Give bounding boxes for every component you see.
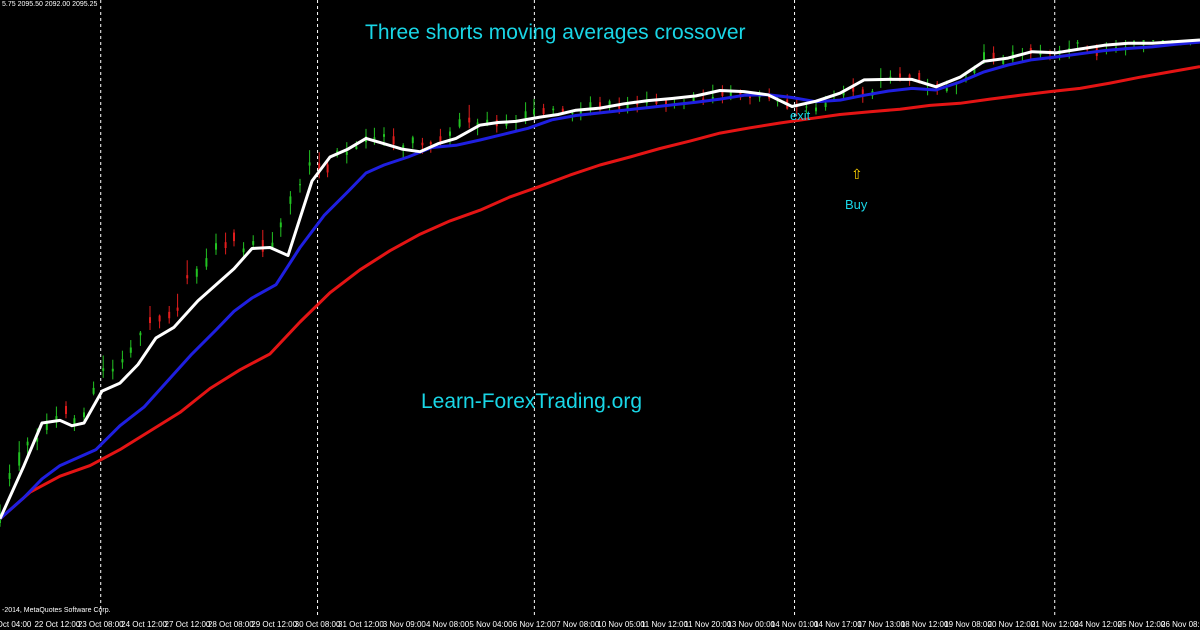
time-label: 26 Nov 08:00: [1161, 620, 1200, 629]
candle: [45, 413, 48, 435]
candle: [308, 150, 311, 175]
time-label: 14 Nov 01:00: [770, 620, 819, 629]
candle: [1011, 45, 1014, 63]
candle: [8, 464, 11, 487]
candle: [992, 46, 995, 65]
watermark: Learn-ForexTrading.org: [421, 390, 642, 413]
moving-averages: [0, 38, 1200, 520]
candle: [279, 218, 282, 237]
candle: [299, 178, 301, 193]
candle: [533, 99, 535, 117]
candle: [252, 235, 255, 250]
time-label: 4 Nov 08:00: [426, 620, 470, 629]
time-label: 28 Oct 08:00: [207, 620, 254, 629]
candle: [102, 355, 105, 378]
candle: [121, 350, 124, 369]
up-arrow-icon: ⇧: [851, 166, 863, 182]
candle: [579, 102, 582, 121]
candle: [111, 359, 114, 380]
candle: [224, 232, 227, 255]
time-label: 24 Nov 12:00: [1074, 620, 1122, 629]
time-label: 24 Oct 12:00: [121, 620, 167, 629]
candle: [1076, 40, 1079, 48]
series-line-ma-slow: [0, 65, 1200, 520]
time-label: 14 Nov 17:00: [814, 620, 862, 629]
candle: [92, 381, 95, 396]
candle: [149, 306, 151, 330]
candle: [26, 437, 29, 455]
time-label: 10 Nov 05:00: [597, 620, 645, 629]
time-label: 6 Nov 12:00: [512, 620, 556, 629]
series-line-ma-fast: [0, 38, 1200, 520]
time-label: 18 Nov 12:00: [900, 620, 949, 629]
candle: [1002, 54, 1005, 67]
time-label: Oct 04:00: [0, 620, 32, 629]
copyright-text: -2014, MetaQuotes Software Corp.: [2, 607, 111, 614]
candle: [411, 135, 414, 149]
candle: [186, 260, 189, 285]
candle: [345, 142, 348, 164]
candle: [889, 70, 892, 84]
candle: [589, 96, 592, 116]
candle: [129, 340, 132, 358]
time-label: 30 Oct 08:00: [294, 620, 341, 629]
time-label: 27 Oct 12:00: [164, 620, 211, 629]
candle: [552, 105, 555, 115]
candle: [195, 266, 198, 284]
candle: [439, 128, 442, 148]
time-label: 23 Oct 08:00: [77, 620, 124, 629]
candle: [65, 401, 67, 419]
ohlc-readout: 5.75 2095.50 2092.00 2095.25: [2, 1, 98, 8]
time-label: 29 Oct 12:00: [251, 620, 298, 629]
time-label: 19 Nov 08:00: [944, 620, 992, 629]
candle: [449, 127, 451, 146]
time-label: 17 Nov 13:00: [857, 620, 906, 629]
time-label: 11 Nov 20:00: [684, 620, 732, 629]
candle: [139, 331, 142, 346]
candle: [168, 306, 171, 324]
candle: [271, 232, 274, 250]
time-label: 31 Oct 12:00: [338, 620, 384, 629]
candle: [205, 248, 208, 270]
candle: [458, 112, 461, 129]
annotation-exit: exit: [790, 108, 811, 123]
candle: [815, 102, 817, 115]
candle: [176, 293, 179, 317]
time-label: 5 Nov 04:00: [469, 620, 513, 629]
chart-title: Three shorts moving averages crossover: [365, 21, 746, 44]
candle: [233, 229, 235, 247]
time-label: 21 Nov 12:00: [1030, 620, 1079, 629]
time-label: 22 Oct 12:00: [34, 620, 81, 629]
time-label: 20 Nov 12:00: [987, 620, 1036, 629]
candle: [926, 78, 929, 96]
time-label: 13 Nov 00:00: [727, 620, 775, 629]
candle: [721, 85, 724, 104]
period-separators: [100, 0, 1056, 615]
annotation-buy: Buy: [845, 197, 868, 212]
time-label: 11 Nov 12:00: [640, 620, 688, 629]
candle: [73, 415, 76, 432]
candle: [261, 229, 264, 258]
candle: [515, 115, 517, 133]
candle: [542, 103, 545, 116]
series-line-ma-mid: [0, 40, 1200, 520]
time-label: 25 Nov 12:00: [1117, 620, 1166, 629]
candle: [318, 152, 321, 179]
candle: [468, 104, 471, 129]
candle: [289, 191, 292, 215]
time-label: 7 Nov 08:00: [556, 620, 600, 629]
time-label: 3 Nov 09:00: [382, 620, 426, 629]
candle: [55, 406, 58, 428]
candle: [215, 233, 217, 255]
candle: [158, 314, 161, 329]
candle: [18, 441, 21, 471]
